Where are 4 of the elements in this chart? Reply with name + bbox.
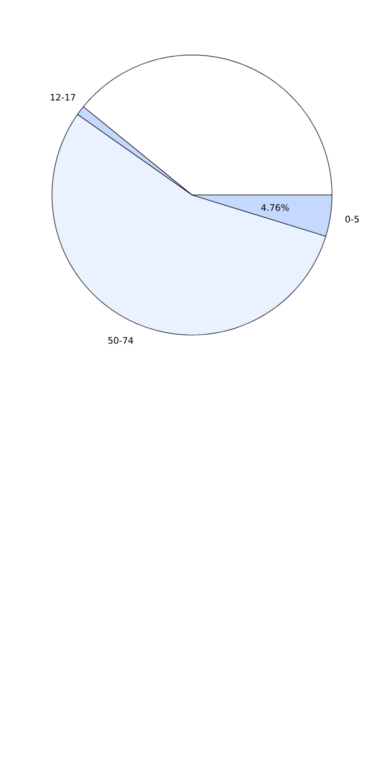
slice-label: 50-74: [108, 337, 134, 344]
slice-label: 12-17: [50, 94, 76, 101]
data-label: 4.76%: [261, 204, 289, 211]
slice-label: 0-5: [345, 216, 359, 223]
